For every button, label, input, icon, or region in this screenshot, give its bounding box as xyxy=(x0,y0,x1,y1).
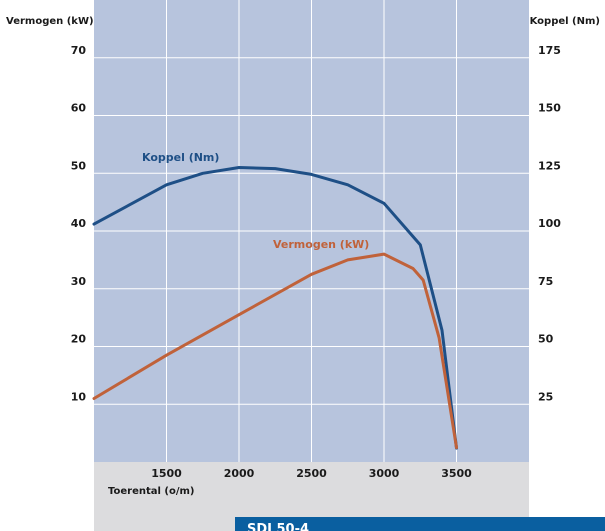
x-tick-label: 2500 xyxy=(296,467,327,480)
y-right-tick-label: 75 xyxy=(538,275,553,288)
y-right-tick-label: 100 xyxy=(538,217,561,230)
series-lines xyxy=(92,166,458,450)
left-axis-title: Vermogen (kW) xyxy=(6,16,94,27)
x-tick-label: 3000 xyxy=(369,467,400,480)
x-tick-label: 1500 xyxy=(151,467,182,480)
x-tick-label: 3500 xyxy=(441,467,472,480)
series-label-koppel: Koppel (Nm) xyxy=(142,151,219,164)
y-right-tick-label: 150 xyxy=(538,102,561,115)
x-tick-label: 2000 xyxy=(224,467,255,480)
x-axis-title: Toerental (o/m) xyxy=(108,486,195,497)
y-left-tick-label: 70 xyxy=(71,44,87,57)
y-left-tick-label: 40 xyxy=(71,217,87,230)
koppel-line xyxy=(92,166,458,450)
tick-labels: 10 20 30 40 50 60 70 25 50 75 100 125 150 175 1500 2000… xyxy=(71,44,562,480)
vermogen-line xyxy=(92,252,458,450)
series-label-vermogen: Vermogen (kW) xyxy=(273,238,369,251)
y-right-tick-label: 50 xyxy=(538,333,554,346)
y-left-tick-label: 50 xyxy=(71,159,87,172)
y-left-tick-label: 10 xyxy=(71,390,87,403)
y-right-tick-label: 25 xyxy=(538,390,553,403)
y-right-tick-label: 125 xyxy=(538,159,561,172)
y-right-tick-label: 175 xyxy=(538,44,561,57)
y-left-tick-label: 20 xyxy=(71,333,87,346)
grid-lines xyxy=(58,0,568,462)
y-left-tick-label: 60 xyxy=(71,102,87,115)
document-code-box: SDI 50-4 xyxy=(235,517,605,531)
document-code: SDI 50-4 xyxy=(247,522,310,531)
right-axis-title: Koppel (Nm) xyxy=(530,16,600,27)
y-left-tick-label: 30 xyxy=(71,275,87,288)
